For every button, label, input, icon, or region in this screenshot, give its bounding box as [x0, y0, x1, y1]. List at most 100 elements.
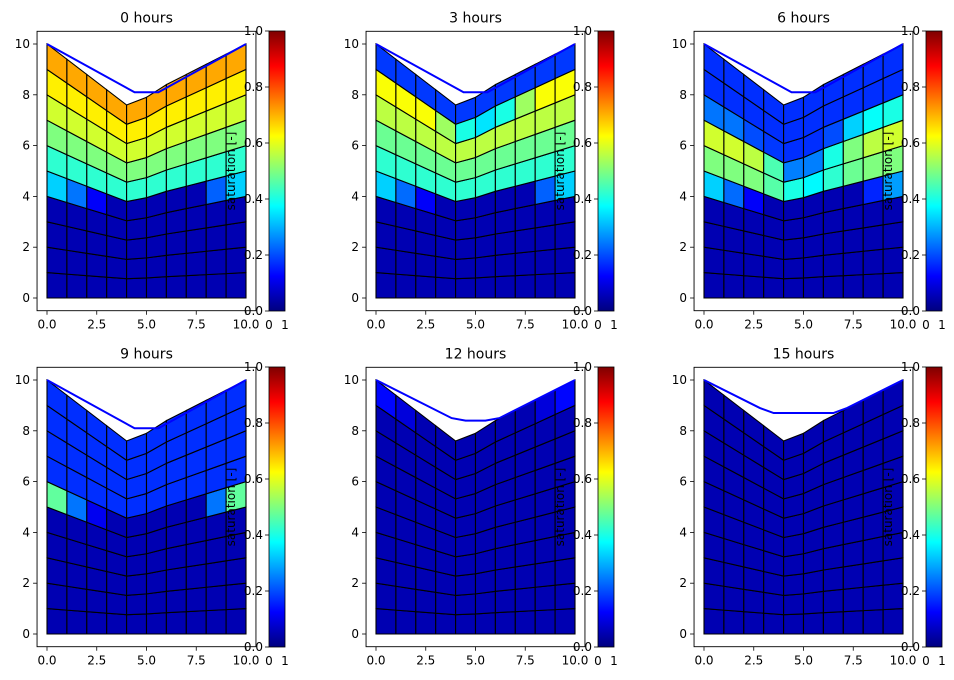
x-tick-label: 5.0: [466, 654, 485, 668]
mesh-cell: [66, 585, 88, 613]
mesh-cell: [165, 252, 187, 278]
colorbar-tick-label: 0.0: [573, 304, 592, 318]
x-tick-label: 2.5: [416, 654, 435, 668]
mesh-cell: [86, 275, 108, 299]
colorbar-tick-label: 0.6: [244, 472, 263, 486]
mesh-cell: [783, 613, 805, 635]
mesh-cell: [165, 611, 187, 635]
mesh-cell: [862, 560, 884, 588]
mesh-cell: [723, 585, 745, 613]
mesh-cell: [723, 609, 745, 635]
mesh-cell: [375, 246, 397, 275]
y-tick-label: 8: [351, 424, 359, 438]
y-tick-label: 10: [672, 373, 687, 387]
colorbar-tick-label: 0.8: [573, 80, 592, 94]
y-tick-label: 6: [351, 475, 359, 489]
x-tick-label: 7.5: [187, 654, 206, 668]
colorbar-body: [268, 366, 286, 648]
mesh-cell: [455, 257, 477, 280]
x-tick-label: 10.0: [562, 318, 589, 332]
mesh-cell: [225, 221, 247, 250]
x-tick-label: 0.0: [694, 654, 713, 668]
colorbar: 0.0 0.2 0.4 0.6 0.8 1.0 0 1 saturation [-]: [224, 24, 289, 332]
mesh-cell: [783, 277, 805, 299]
mesh-cell: [375, 582, 397, 611]
x-tick-label: 0.0: [694, 318, 713, 332]
colorbar: 0.0 0.2 0.4 0.6 0.8 1.0 0 1 saturation [-]: [881, 24, 946, 332]
colorbar-tick-label: 0.8: [244, 416, 263, 430]
mesh-cell: [205, 248, 227, 276]
y-tick-label: 10: [344, 37, 359, 51]
y-tick-label: 2: [679, 240, 687, 254]
mesh-cell: [534, 609, 556, 635]
mesh-cell: [395, 273, 417, 299]
colorbar-tick-label: 0.8: [244, 80, 263, 94]
x-tick-label: 7.5: [844, 654, 863, 668]
colorbar-tick-label: 0.8: [573, 416, 592, 430]
y-tick-label: 6: [351, 139, 359, 153]
mesh-cell: [743, 275, 765, 299]
y-tick-label: 6: [22, 139, 30, 153]
colorbar-tick-label: 0.0: [573, 640, 592, 654]
mesh-cell: [514, 586, 536, 613]
mesh-cell: [783, 553, 805, 577]
mesh-cell: [455, 553, 477, 577]
mesh-cell: [185, 250, 207, 277]
mesh-cell: [375, 272, 397, 299]
water-level-line: [375, 43, 576, 94]
axes-frame: [36, 30, 257, 312]
mesh-cell: [185, 563, 207, 590]
y-tick-label: 8: [22, 424, 30, 438]
mesh-cell: [842, 563, 864, 590]
mesh-cell: [494, 611, 516, 635]
mesh-cell: [145, 612, 167, 635]
x-tick-label: 0.0: [37, 654, 56, 668]
colorbar-tick-label: 0.4: [901, 192, 920, 206]
mesh-cell: [514, 610, 536, 635]
panel-title: 6 hours: [777, 10, 830, 26]
x-tick-label: 10.0: [890, 318, 917, 332]
colorbar-tick-label: 1.0: [244, 360, 263, 374]
mesh-cell: [205, 584, 227, 612]
colorbar-tick-label: 0.4: [573, 192, 592, 206]
mesh-cell: [46, 608, 68, 635]
mesh-cell: [415, 611, 437, 635]
x-tick-label: 7.5: [187, 318, 206, 332]
x-tick-label: 2.5: [416, 318, 435, 332]
colorbar-tick-label: 1.0: [244, 24, 263, 38]
mesh-cell: [783, 237, 805, 260]
mesh-cell: [862, 224, 884, 252]
mesh-cell: [225, 272, 247, 299]
y-tick-label: 6: [679, 475, 687, 489]
x-tick-label: 2.5: [87, 654, 106, 668]
mesh-cell: [205, 560, 227, 588]
colorbar-tick-label: 0.6: [901, 136, 920, 150]
mesh-cell: [783, 217, 805, 241]
y-tick-label: 4: [351, 189, 359, 203]
colorbar-label: saturation [-]: [553, 132, 567, 211]
y-tick-label: 4: [679, 525, 687, 539]
y-tick-label: 0: [679, 291, 687, 305]
mesh-cell: [703, 608, 725, 635]
mesh-cell: [882, 608, 904, 635]
colorbar-tick-label: 0.4: [244, 192, 263, 206]
x-tick-label: 5.0: [794, 318, 813, 332]
y-tick-label: 8: [679, 424, 687, 438]
mesh-cell: [126, 593, 148, 616]
y-tick-label: 8: [22, 88, 30, 102]
mesh-cell: [435, 612, 457, 635]
mesh-cell: [862, 609, 884, 635]
mesh-cell: [165, 566, 187, 592]
mesh-cell: [185, 227, 207, 254]
colorbar-tick-label: 0.4: [901, 528, 920, 542]
y-tick-label: 6: [679, 139, 687, 153]
colorbar-tick-label: 0.0: [244, 640, 263, 654]
mesh-cell: [165, 275, 187, 299]
y-tick-label: 2: [351, 240, 359, 254]
mesh-cell: [435, 591, 457, 616]
mesh-cell: [783, 573, 805, 596]
colorbar-x-tick-label: 0: [594, 318, 602, 332]
mesh-cell: [534, 248, 556, 276]
